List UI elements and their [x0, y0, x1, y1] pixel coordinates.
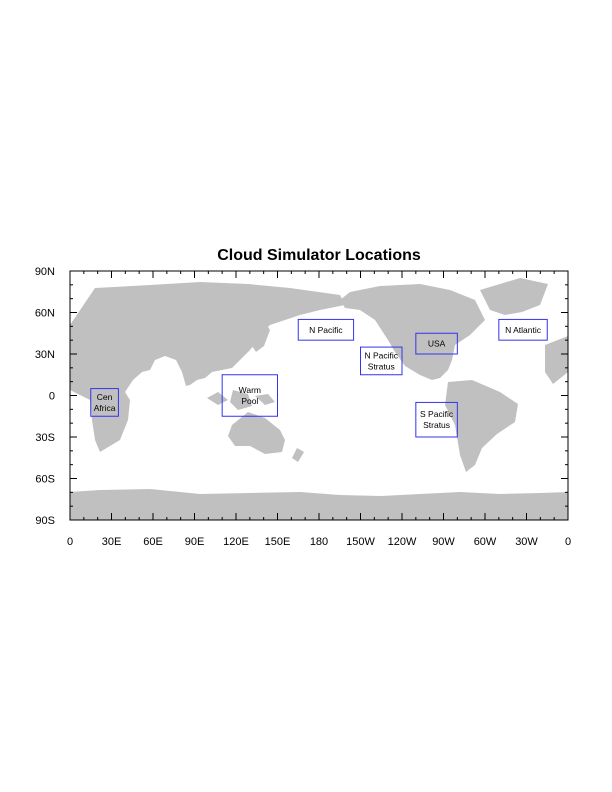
x-tick-label: 90W — [432, 536, 455, 548]
land-eurasia-africa — [70, 282, 345, 452]
region-box — [498, 318, 548, 341]
land-new-zealand — [292, 448, 304, 462]
map-title: Cloud Simulator Locations — [217, 247, 421, 264]
region-label: Cen — [97, 392, 113, 402]
y-tick-label: 90N — [35, 266, 55, 278]
region-box — [415, 401, 458, 438]
region-label: Pool — [241, 396, 258, 406]
x-tick-label: 150E — [265, 536, 291, 548]
y-tick-label: 30S — [35, 432, 55, 444]
region-label: Africa — [94, 403, 116, 413]
region-label: Stratus — [368, 361, 395, 371]
region-label: N Atlantic — [505, 325, 542, 335]
region-box — [90, 388, 119, 417]
land-north-america — [340, 284, 485, 380]
x-tick-label: 180 — [310, 536, 328, 548]
land-south-america — [445, 380, 518, 472]
land-japan — [252, 322, 270, 352]
axis-ticks — [69, 270, 569, 521]
x-tick-label: 90E — [185, 536, 205, 548]
x-tick-label: 150W — [346, 536, 375, 548]
region-box — [297, 318, 355, 341]
y-tick-label: 60N — [35, 308, 55, 320]
land-masses — [70, 278, 568, 520]
x-tick-label: 30W — [515, 536, 538, 548]
land-australia — [228, 412, 285, 454]
region-box — [221, 374, 279, 417]
region-label: Warm — [239, 385, 261, 395]
x-tick-label: 0 — [67, 536, 73, 548]
land-antarctica — [70, 489, 568, 520]
region-label: S Pacific — [420, 409, 454, 419]
x-tick-label: 30E — [102, 536, 122, 548]
land-greenland — [480, 278, 548, 315]
region-label: N Pacific — [309, 325, 343, 335]
region-label: USA — [428, 339, 446, 349]
region-box — [360, 346, 403, 376]
y-tick-label: 60S — [35, 474, 55, 486]
axis-tick-labels: 0 30E 60E 90E 120E 150E 180 150W 120W 90W 60W 30W 09… — [35, 266, 571, 548]
y-tick-label: 90S — [35, 515, 55, 527]
region-label: Stratus — [423, 420, 450, 430]
land-europe-west — [545, 336, 568, 384]
y-tick-label: 0 — [49, 391, 55, 403]
land-indonesia — [207, 390, 275, 410]
x-tick-label: 120E — [223, 536, 249, 548]
y-tick-label: 30N — [35, 349, 55, 361]
x-tick-label: 60E — [143, 536, 163, 548]
region-box — [415, 332, 458, 355]
region-label: N Pacific — [364, 350, 398, 360]
x-tick-label: 60W — [474, 536, 497, 548]
x-tick-label: 0 — [565, 536, 571, 548]
x-tick-label: 120W — [388, 536, 417, 548]
